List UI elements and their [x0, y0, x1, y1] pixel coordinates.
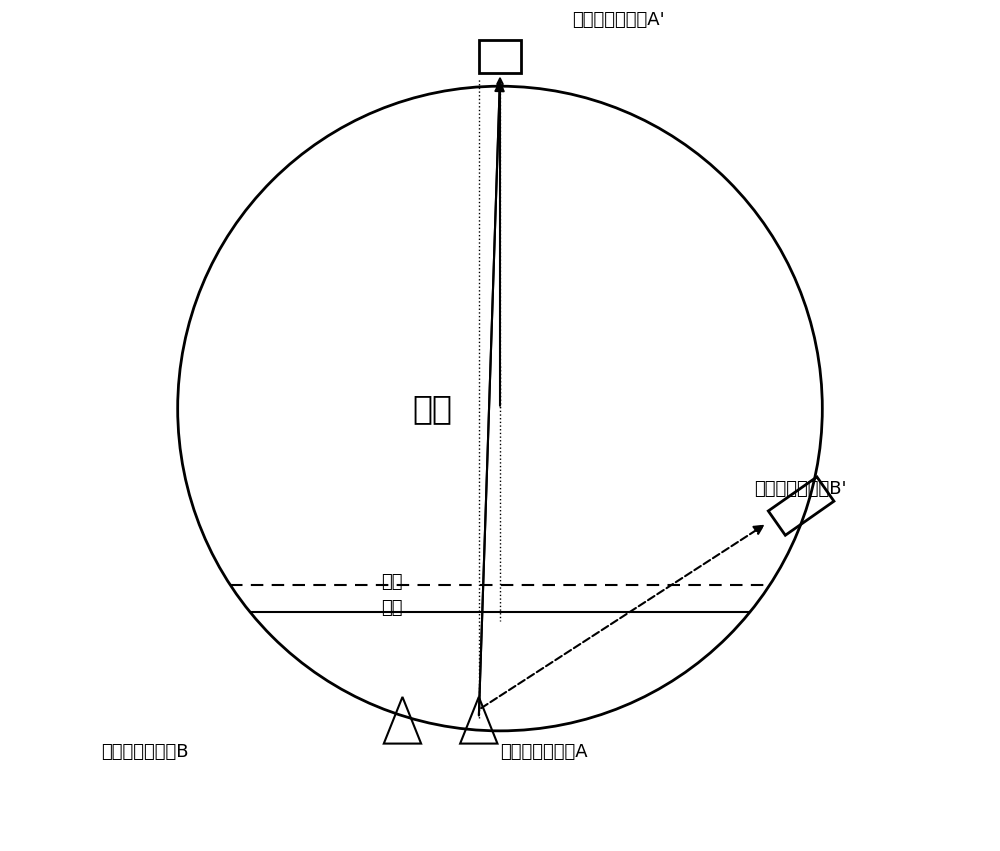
Text: 伽玛射线发射器B: 伽玛射线发射器B: [101, 743, 189, 761]
Text: 气相: 气相: [412, 392, 452, 425]
Text: 伽玛射线检测器B': 伽玛射线检测器B': [754, 480, 847, 498]
Text: 水相: 水相: [381, 599, 403, 617]
Text: 伽玛射线发射器A: 伽玛射线发射器A: [500, 743, 588, 761]
Text: 油相: 油相: [381, 574, 403, 591]
Text: 伽玛射线检测器A': 伽玛射线检测器A': [572, 11, 665, 29]
